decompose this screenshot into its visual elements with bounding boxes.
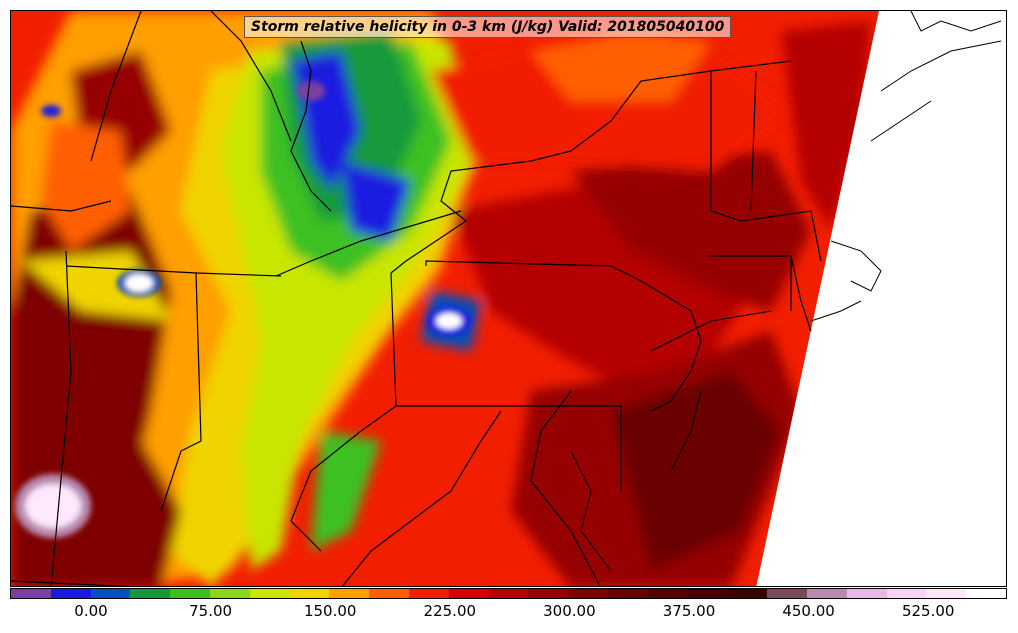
colorbar-swatch (90, 589, 131, 598)
helicity-field-map (11, 11, 1006, 586)
colorbar-swatch (727, 589, 768, 598)
colorbar-swatch (408, 589, 449, 598)
colorbar-swatch (249, 589, 290, 598)
colorbar-swatch (607, 589, 648, 598)
colorbar-swatch (846, 589, 887, 598)
colorbar-swatch (488, 589, 529, 598)
colorbar-swatch (369, 589, 409, 598)
coastlines (570, 11, 1002, 572)
colorbar-tick-labels: 0.00 75.00 150.00 225.00 300.00 375.00 450.00 5… (10, 602, 1007, 624)
colorbar-swatch (448, 589, 489, 598)
colorbar-swatch (647, 589, 688, 598)
map-title: Storm relative helicity in 0-3 km (J/kg)… (244, 16, 732, 38)
colorbar-swatch (50, 589, 91, 598)
colorbar-swatch (568, 589, 608, 598)
colorbar-tick-label: 75.00 (189, 602, 233, 620)
colorbar-swatch (687, 589, 728, 598)
colorbar-tick-label: 225.00 (423, 602, 477, 620)
colorbar-tick-label: 150.00 (303, 602, 357, 620)
colorbar-swatch (289, 589, 330, 598)
colorbar-swatch (209, 589, 250, 598)
colorbar-swatch (130, 589, 171, 598)
colorbar-swatch (767, 589, 807, 598)
colorbar-swatch (926, 589, 967, 598)
colorbar-tick-label: 450.00 (782, 602, 835, 620)
field-patches (15, 81, 471, 538)
colorbar-swatch (806, 589, 847, 598)
colorbar-swatch (11, 589, 51, 598)
colorbar-swatch (170, 589, 210, 598)
colorbar-tick-label: 525.00 (901, 602, 955, 620)
colorbar-tick-label: 300.00 (543, 602, 596, 620)
colorbar (10, 588, 1007, 599)
colorbar-swatch (528, 589, 569, 598)
map-panel (10, 10, 1007, 587)
colorbar-tick-label: 375.00 (662, 602, 716, 620)
colorbar-swatch (886, 589, 927, 598)
colorbar-swatch (329, 589, 370, 598)
outside-domain-blank (756, 11, 1006, 586)
colorbar-swatch (966, 589, 1006, 598)
state-boundaries (11, 11, 822, 586)
colorbar-tick-label: 0.00 (74, 602, 108, 620)
